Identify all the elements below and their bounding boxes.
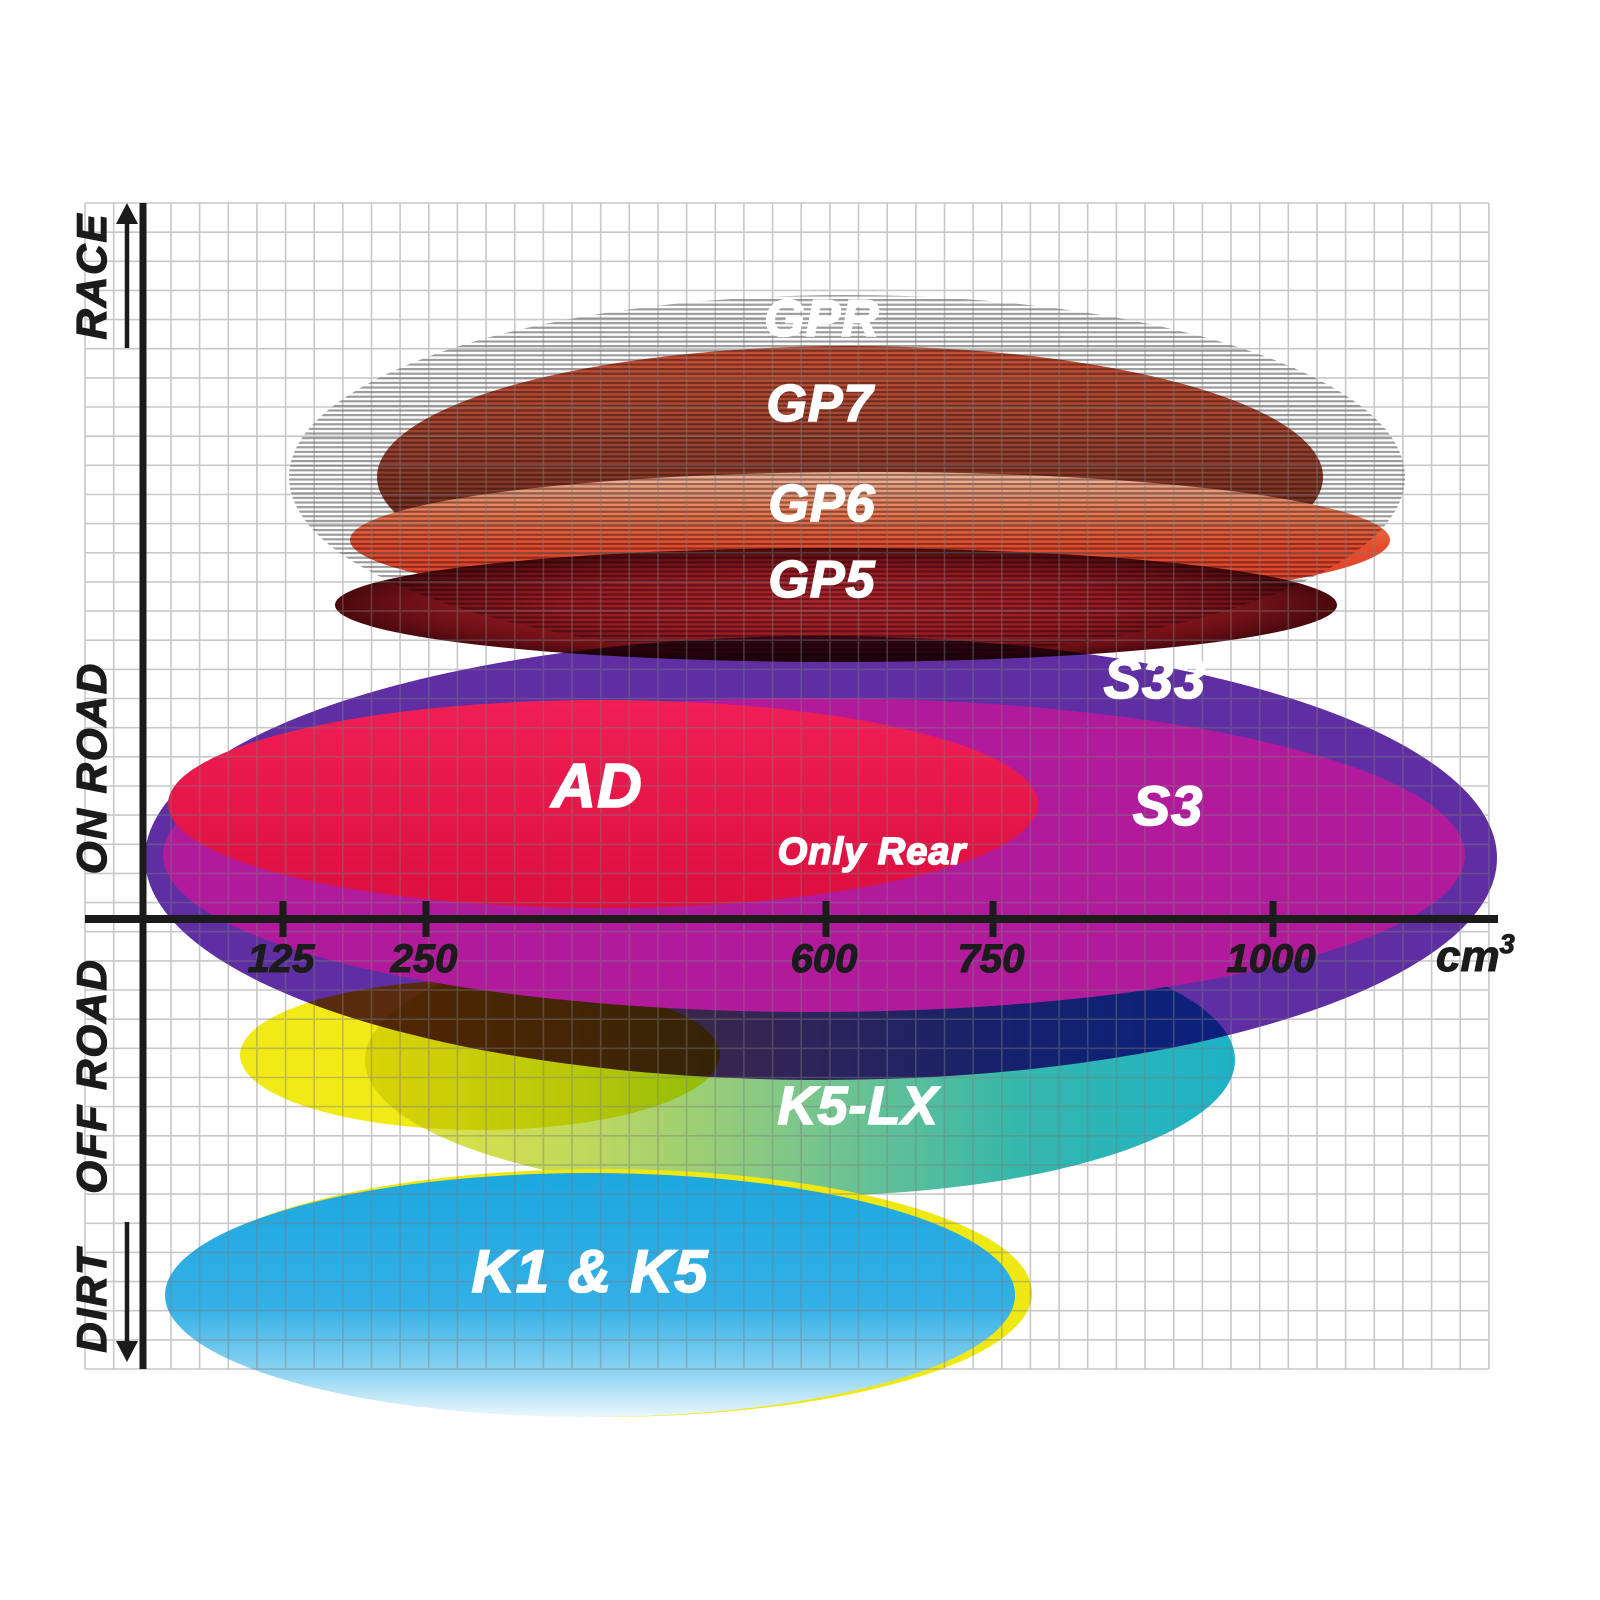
compound-label-k1-k5: K1 & K5: [471, 1238, 709, 1305]
x-tick-label-600: 600: [791, 937, 858, 981]
x-tick-label-250: 250: [390, 937, 458, 981]
x-tick-label-1000: 1000: [1227, 937, 1316, 981]
compound-label-gp6: GP6: [768, 475, 875, 533]
k1k5-ellipse: [165, 1173, 1015, 1417]
compound-label-ad: AD: [549, 752, 643, 821]
ad-ellipse: [168, 700, 1038, 908]
zone-label-race: RACE: [68, 212, 115, 339]
race-direction-arrow-icon: [116, 203, 138, 224]
compound-label-s33: S33: [1104, 647, 1207, 710]
x-tick-label-125: 125: [248, 937, 315, 981]
ellipse-layer: [145, 295, 1497, 1417]
compound-label-only-rear: Only Rear: [778, 831, 968, 873]
dirt-direction-arrow-icon: [116, 1341, 138, 1362]
label-layer: GPR GP7 GP6 GP5 S33 S3 AD Only Rear K5-LX K1 & K5: [471, 289, 1207, 1306]
compound-label-gp7: GP7: [766, 375, 874, 433]
compound-label-gpr: GPR: [764, 290, 880, 348]
gpr-ellipse: [289, 295, 1405, 659]
zone-label-dirt: DIRT: [68, 1246, 115, 1353]
compound-label-k5-lx: K5-LX: [777, 1076, 940, 1136]
compound-label-gp5: GP5: [768, 551, 875, 609]
zone-label-off-road: OFF ROAD: [68, 958, 115, 1193]
grid-overlay: [84, 202, 1490, 1370]
x-axis-unit-label: cm3: [1436, 929, 1515, 981]
axes-layer: 125 250 600 750 1000 cm3 RACE ON ROAD OFF ROAD DI…: [67, 203, 1515, 1369]
zone-label-on-road: ON ROAD: [68, 662, 115, 874]
compound-label-s3: S3: [1133, 774, 1204, 837]
x-tick-label-750: 750: [958, 937, 1025, 981]
